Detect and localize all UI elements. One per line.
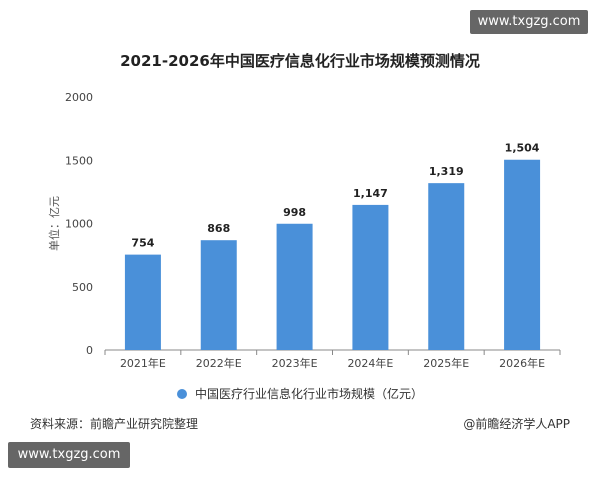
bar <box>504 159 541 350</box>
x-tick-label: 2021年E <box>120 356 166 370</box>
legend: 中国医疗行业信息化行业市场规模（亿元） <box>0 385 600 402</box>
y-tick-label: 1000 <box>65 218 93 231</box>
x-tick-label: 2023年E <box>272 356 318 370</box>
data-label: 1,504 <box>505 142 540 155</box>
y-tick-label: 1500 <box>65 154 93 167</box>
bar <box>200 240 237 350</box>
y-tick-label: 500 <box>72 281 93 294</box>
bar <box>428 183 465 350</box>
data-label: 868 <box>207 222 230 235</box>
x-tick-label: 2026年E <box>499 356 545 370</box>
source-note: 资料来源：前瞻产业研究院整理 <box>30 417 199 431</box>
data-label: 998 <box>283 206 306 219</box>
data-label: 754 <box>131 237 154 250</box>
legend-label: 中国医疗行业信息化行业市场规模（亿元） <box>194 387 423 401</box>
y-tick-label: 0 <box>86 344 93 357</box>
data-label: 1,319 <box>429 165 464 178</box>
credit-text: @前瞻经济学人APP <box>463 417 570 431</box>
watermark-bottom: www.txgzg.com <box>8 442 130 468</box>
x-tick-label: 2025年E <box>423 356 469 370</box>
watermark-top: www.txgzg.com <box>470 10 588 34</box>
bar <box>124 254 161 350</box>
y-tick-label: 2000 <box>65 91 93 104</box>
legend-marker <box>176 388 187 399</box>
x-tick-label: 2024年E <box>347 356 393 370</box>
x-tick-label: 2022年E <box>196 356 242 370</box>
bar <box>276 223 313 350</box>
y-axis-label: 单位：亿元 <box>47 196 61 251</box>
bar <box>352 204 389 350</box>
data-label: 1,147 <box>353 187 388 200</box>
chart-title: 2021-2026年中国医疗信息化行业市场规模预测情况 <box>120 52 480 70</box>
